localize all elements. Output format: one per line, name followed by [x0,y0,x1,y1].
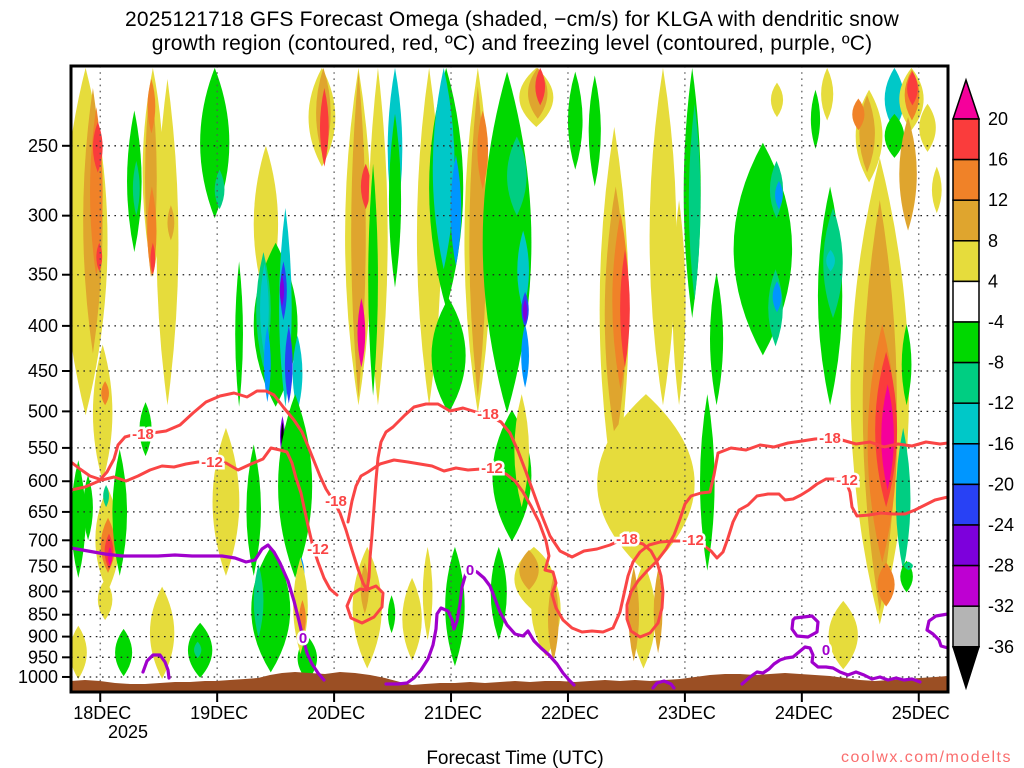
colorbar-segment [952,199,980,242]
y-tick-label: 700 [28,530,58,550]
colorbar-segment [952,605,980,648]
y-tick-label: 600 [28,471,58,491]
y-tick-label: 550 [28,438,58,458]
y-tick-label: 650 [28,502,58,522]
colorbar-segment [952,524,980,567]
x-tick-label: 24DEC [775,703,833,723]
colorbar-tick-label: -8 [988,353,1004,373]
colorbar-tick-label: -12 [988,393,1014,413]
red-contour-label: -12 [682,532,704,549]
colorbar-segment [952,402,980,445]
colorbar-segment [952,118,980,161]
y-tick-label: 250 [28,136,58,156]
x-axis-title: Forecast Time (UTC) [426,748,603,768]
x-tick-label: 23DEC [658,703,716,723]
chart-title-line1: 2025121718 GFS Forecast Omega (shaded, −… [125,8,900,31]
colorbar-tick-label: -32 [988,596,1014,616]
y-tick-label: 400 [28,316,58,336]
colorbar-tick-label: -24 [988,515,1014,535]
freezing-level-contours [71,543,948,690]
colorbar-segment [952,443,980,486]
y-tick-label: 500 [28,401,58,421]
y-tick-label: 800 [28,581,58,601]
contour-labels: -18 -18 -18 -18 -18 -12 -12 -12 -12 -12 0 0 0 [130,404,861,662]
colorbar-segment [952,240,980,283]
colorbar-tick-label: 4 [988,271,998,291]
red-contour-label: -18 [132,426,154,443]
y-tick-label: 350 [28,265,58,285]
colorbar-segment [952,158,980,201]
red-contour-label: -18 [325,493,347,510]
colorbar-tick-label: 12 [988,190,1008,210]
colorbar-below-min-arrow [951,646,981,691]
terrain-profile [71,672,948,692]
x-tick-label: 18DEC [73,703,131,723]
colorbar-tick-label: -36 [988,637,1014,657]
colorbar-segment [952,280,980,323]
y-tick-label: 900 [28,627,58,647]
chart-title-line2: growth region (contoured, red, ºC) and f… [152,32,873,55]
x-axis-year-label: 2025 [108,722,148,742]
purple-contour-label: 0 [822,642,830,659]
colorbar-tick-label: -20 [988,474,1014,494]
y-tick-label: 950 [28,647,58,667]
plot-border [69,64,950,694]
y-tick-label: 850 [28,605,58,625]
colorbar-segment [952,564,980,607]
x-tick-label: 20DEC [307,703,365,723]
gridlines [71,66,948,692]
colorbar-tick-label: 20 [988,109,1008,129]
colorbar-tick-label: -4 [988,312,1004,332]
y-tick-label: 750 [28,557,58,577]
red-contour-label: -12 [201,454,223,471]
purple-contour-label: 0 [299,630,307,647]
y-tick-label: 450 [28,361,58,381]
colorbar-tick-label: 8 [988,231,998,251]
omega-shading-field [71,67,942,681]
colorbar-tick-label: 16 [988,150,1008,170]
colorbar-omega-scale: 20 16 12 8 4 -4 -8 -12 -16 -20 -24 -28 -32 -36 [951,77,1014,691]
colorbar-segment [952,361,980,404]
colorbar-segment [952,321,980,364]
x-tick-label: 25DEC [892,703,950,723]
colorbar-segment [952,483,980,526]
y-axis-pressure: 2503003504004505005506006507007508008509… [18,136,71,687]
y-tick-label: 300 [28,206,58,226]
y-tick-label: 1000 [18,667,58,687]
colorbar-tick-label: -28 [988,556,1014,576]
red-contour-label: -18 [477,406,499,423]
colorbar-tick-label: -16 [988,434,1014,454]
colorbar-above-max-arrow [951,77,981,120]
x-tick-label: 22DEC [541,703,599,723]
x-tick-label: 21DEC [424,703,482,723]
red-contour-label: -12 [481,460,503,477]
purple-contour-label: 0 [466,562,474,579]
x-tick-label: 19DEC [190,703,248,723]
x-axis-time: 18DEC 19DEC 20DEC 21DEC 22DEC 23DEC 24DEC 25DEC [73,692,950,723]
red-contour-label: -12 [307,541,329,558]
red-contour-label: -12 [836,472,858,489]
dendritic-growth-contours [71,389,948,639]
red-contour-label: -18 [819,430,841,447]
red-contour-label: -18 [616,531,638,548]
watermark-site-link: coolwx.com/modelts [841,749,1012,766]
